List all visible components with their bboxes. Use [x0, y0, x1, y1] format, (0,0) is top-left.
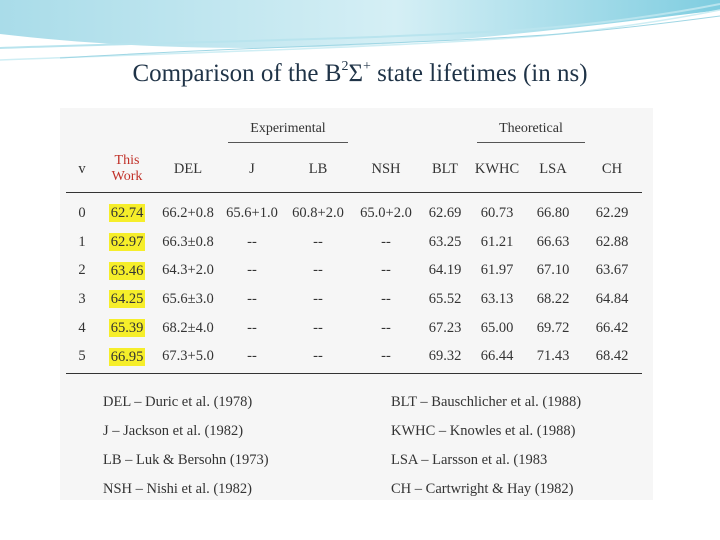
cell-del: 64.3+2.0	[162, 262, 214, 279]
cell-j: --	[247, 348, 257, 365]
cell-this-work: 65.39	[98, 314, 156, 343]
table-row: 3 64.25 65.6±3.0 -- -- -- 65.52 63.13 68.22 64.84	[66, 285, 642, 314]
col-header-nsh: NSH	[352, 146, 420, 193]
legend-item: BLT – Bauschlicher et al. (1988)	[391, 394, 582, 410]
cell-del: 65.6±3.0	[162, 290, 214, 307]
table-row: 1 62.97 66.3±0.8 -- -- -- 63.25 61.21 66.63 62.88	[66, 228, 642, 257]
cell-blt: 65.52	[428, 290, 462, 307]
cell-lsa: 66.80	[536, 204, 570, 221]
cell-kwhc: 61.21	[480, 233, 514, 250]
legend-item: J – Jackson et al. (1982)	[103, 423, 244, 439]
col-header-ch: CH	[582, 146, 642, 193]
table-body: 0 62.74 66.2+0.8 65.6+1.0 60.8+2.0 65.0+2.0 62…	[66, 193, 642, 372]
legend-item: NSH – Nishi et al. (1982)	[103, 481, 253, 497]
cell-j: --	[247, 290, 257, 307]
table-row: 4 65.39 68.2±4.0 -- -- -- 67.23 65.00 69.72 66.42	[66, 314, 642, 343]
cell-nsh: --	[381, 319, 391, 336]
cell-nsh: 65.0+2.0	[360, 204, 412, 221]
cell-blt: 67.23	[428, 319, 462, 336]
cell-lb: --	[313, 233, 323, 250]
col-header-kwhc: KWHC	[470, 146, 524, 193]
cell-this-work: 66.95	[98, 342, 156, 371]
cell-del: 67.3+5.0	[162, 348, 214, 365]
lifetimes-table: Experimental Theoretical v This Work DEL …	[66, 118, 642, 371]
cell-lsa: 69.72	[536, 319, 570, 336]
cell-lb: --	[313, 262, 323, 279]
col-header-v: v	[66, 146, 98, 193]
cell-kwhc: 63.13	[480, 290, 514, 307]
cell-ch: 63.67	[595, 262, 629, 279]
cell-blt: 62.69	[428, 204, 462, 221]
legend-item: KWHC – Knowles et al. (1988)	[391, 423, 576, 439]
highlighted-value: 66.95	[108, 347, 146, 366]
legend-theoretical: BLT – Bauschlicher et al. (1988) KWHC – …	[391, 388, 581, 504]
slide-title: Comparison of the B2Σ+ state lifetimes (…	[132, 59, 588, 88]
cell-this-work: 63.46	[98, 256, 156, 285]
cell-kwhc: 65.00	[480, 319, 514, 336]
cell-lb: --	[313, 348, 323, 365]
highlighted-value: 62.97	[108, 233, 146, 252]
cell-lsa: 68.22	[536, 290, 570, 307]
cell-kwhc: 60.73	[480, 204, 514, 221]
highlighted-value: 62.74	[108, 204, 146, 223]
cell-blt: 64.19	[428, 262, 462, 279]
cell-ch: 62.29	[595, 204, 629, 221]
cell-nsh: --	[381, 233, 391, 250]
cell-j: 65.6+1.0	[226, 204, 278, 221]
cell-v: 5	[78, 348, 86, 365]
col-header-j: J	[220, 146, 284, 193]
cell-nsh: --	[381, 262, 391, 279]
cell-del: 68.2±4.0	[162, 319, 214, 336]
col-header-del: DEL	[156, 146, 220, 193]
cell-this-work: 62.97	[98, 228, 156, 257]
cell-this-work: 64.25	[98, 285, 156, 314]
cell-del: 66.2+0.8	[162, 204, 214, 221]
col-header-blt: BLT	[420, 146, 470, 193]
cell-v: 4	[78, 319, 86, 336]
cell-lsa: 67.10	[536, 262, 570, 279]
col-header-lsa: LSA	[524, 146, 582, 193]
cell-del: 66.3±0.8	[162, 233, 214, 250]
cell-v: 3	[78, 290, 86, 307]
cell-nsh: --	[381, 348, 391, 365]
cell-ch: 66.42	[595, 319, 629, 336]
cell-v: 1	[78, 233, 86, 250]
cell-j: --	[247, 233, 257, 250]
cell-ch: 68.42	[595, 348, 629, 365]
cell-blt: 69.32	[428, 348, 462, 365]
cell-ch: 62.88	[595, 233, 629, 250]
cell-lsa: 66.63	[536, 233, 570, 250]
col-header-this-work: This Work	[98, 146, 156, 193]
cell-lb: 60.8+2.0	[292, 204, 344, 221]
table-row: 2 63.46 64.3+2.0 -- -- -- 64.19 61.97 67.10 63.67	[66, 256, 642, 285]
legend-item: CH – Cartwright & Hay (1982)	[391, 481, 574, 497]
header-swoosh-decoration	[0, 0, 720, 61]
legend-item: LB – Luk & Bersohn (1973)	[103, 452, 269, 468]
col-header-lb: LB	[284, 146, 352, 193]
cell-ch: 64.84	[595, 290, 629, 307]
table-row: 5 66.95 67.3+5.0 -- -- -- 69.32 66.44 71.43 68.42	[66, 342, 642, 371]
theoretical-group-header: Theoretical	[420, 118, 642, 146]
cell-blt: 63.25	[428, 233, 462, 250]
cell-lsa: 71.43	[536, 348, 570, 365]
experimental-group-header: Experimental	[156, 118, 420, 146]
cell-kwhc: 61.97	[480, 262, 514, 279]
cell-lb: --	[313, 290, 323, 307]
cell-lb: --	[313, 319, 323, 336]
cell-v: 2	[78, 262, 86, 279]
legend-item: DEL – Duric et al. (1978)	[103, 394, 253, 410]
legend-experimental: DEL – Duric et al. (1978) J – Jackson et…	[103, 388, 269, 504]
cell-kwhc: 66.44	[480, 348, 514, 365]
highlighted-value: 65.39	[108, 319, 146, 338]
highlighted-value: 64.25	[108, 290, 146, 309]
cell-this-work: 62.74	[98, 193, 156, 228]
table-row: 0 62.74 66.2+0.8 65.6+1.0 60.8+2.0 65.0+2.0 62…	[66, 193, 642, 228]
cell-j: --	[247, 262, 257, 279]
table-bottom-rule	[66, 373, 642, 374]
highlighted-value: 63.46	[108, 261, 146, 280]
cell-j: --	[247, 319, 257, 336]
cell-nsh: --	[381, 290, 391, 307]
cell-v: 0	[78, 204, 86, 221]
legend-item: LSA – Larsson et al. (1983	[391, 452, 548, 468]
